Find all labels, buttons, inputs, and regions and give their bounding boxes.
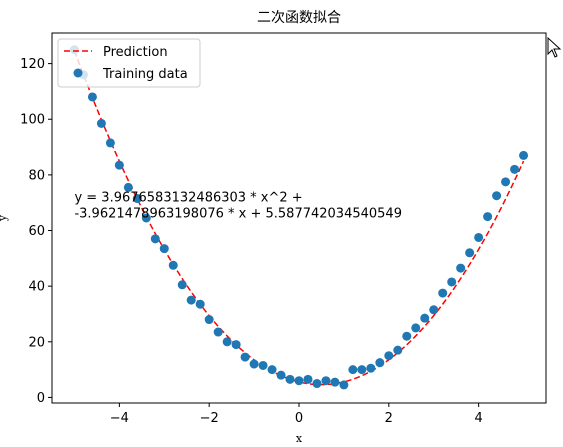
training-data-point bbox=[357, 365, 366, 374]
training-data-point bbox=[402, 332, 411, 341]
x-tick-label: 2 bbox=[385, 411, 393, 426]
training-data-point bbox=[169, 261, 178, 270]
training-data-point bbox=[312, 379, 321, 388]
training-data-point bbox=[339, 380, 348, 389]
x-tick-label: 4 bbox=[474, 411, 482, 426]
training-data-point bbox=[321, 376, 330, 385]
x-tick-label: 0 bbox=[295, 411, 303, 426]
training-data-point bbox=[384, 351, 393, 360]
training-data-point bbox=[268, 365, 277, 374]
training-data-point bbox=[232, 340, 241, 349]
cursor-icon bbox=[548, 38, 560, 57]
training-data-point bbox=[196, 300, 205, 309]
legend-training-label: Training data bbox=[102, 67, 188, 82]
legend-training-swatch bbox=[74, 69, 83, 78]
training-data-point bbox=[510, 165, 519, 174]
training-data-point bbox=[474, 233, 483, 242]
training-data-point bbox=[492, 191, 501, 200]
training-data-point bbox=[151, 234, 160, 243]
training-data-point bbox=[447, 277, 456, 286]
training-data-point bbox=[250, 360, 259, 369]
training-data-point bbox=[483, 212, 492, 221]
training-data-point bbox=[214, 328, 223, 337]
training-data-point bbox=[420, 314, 429, 323]
training-data-point bbox=[438, 289, 447, 298]
training-data-point bbox=[411, 323, 420, 332]
training-data-point bbox=[106, 138, 115, 147]
training-data-point bbox=[303, 375, 312, 384]
training-data-point bbox=[465, 248, 474, 257]
training-data-point bbox=[277, 371, 286, 380]
y-tick-label: 20 bbox=[28, 335, 45, 350]
y-axis-label: y bbox=[0, 214, 9, 222]
training-data-point bbox=[393, 346, 402, 355]
equation-annotation-line-2: -3.9621478963198076 * x + 5.587742034540… bbox=[74, 207, 402, 222]
training-data-point bbox=[88, 92, 97, 101]
chart-title: 二次函数拟合 bbox=[257, 10, 341, 26]
training-data-point bbox=[456, 264, 465, 273]
training-data-point bbox=[97, 119, 106, 128]
training-data-point bbox=[375, 358, 384, 367]
y-tick-label: 40 bbox=[28, 280, 45, 295]
training-data-point bbox=[160, 244, 169, 253]
training-data-point bbox=[178, 280, 187, 289]
y-tick-label: 100 bbox=[20, 113, 45, 128]
x-tick-label: −2 bbox=[200, 411, 219, 426]
y-tick-label: 120 bbox=[20, 57, 45, 72]
training-data-point bbox=[286, 375, 295, 384]
training-data-point bbox=[187, 296, 196, 305]
x-axis-label: x bbox=[296, 432, 303, 445]
y-tick-label: 0 bbox=[37, 391, 45, 406]
training-data-point bbox=[295, 376, 304, 385]
training-data-point bbox=[223, 337, 232, 346]
training-data-point bbox=[241, 353, 250, 362]
y-axis: 0 20 40 60 80 100 120 bbox=[20, 57, 52, 406]
legend: Prediction Training data bbox=[58, 39, 200, 87]
legend-prediction-label: Prediction bbox=[103, 45, 168, 60]
y-tick-label: 80 bbox=[28, 168, 45, 183]
training-data-point bbox=[501, 177, 510, 186]
training-data-point bbox=[366, 364, 375, 373]
x-axis: −4 −2 0 2 4 bbox=[110, 403, 483, 426]
training-data-point bbox=[519, 151, 528, 160]
training-data-point bbox=[429, 305, 438, 314]
training-data-point bbox=[348, 365, 357, 374]
equation-annotation-line-1: y = 3.9676583132486303 * x^2 + bbox=[74, 191, 302, 206]
training-data-point bbox=[115, 161, 124, 170]
training-data-point bbox=[205, 315, 214, 324]
training-data-point bbox=[330, 378, 339, 387]
y-tick-label: 60 bbox=[28, 224, 45, 239]
x-tick-label: −4 bbox=[110, 411, 129, 426]
training-data-point bbox=[259, 361, 268, 370]
